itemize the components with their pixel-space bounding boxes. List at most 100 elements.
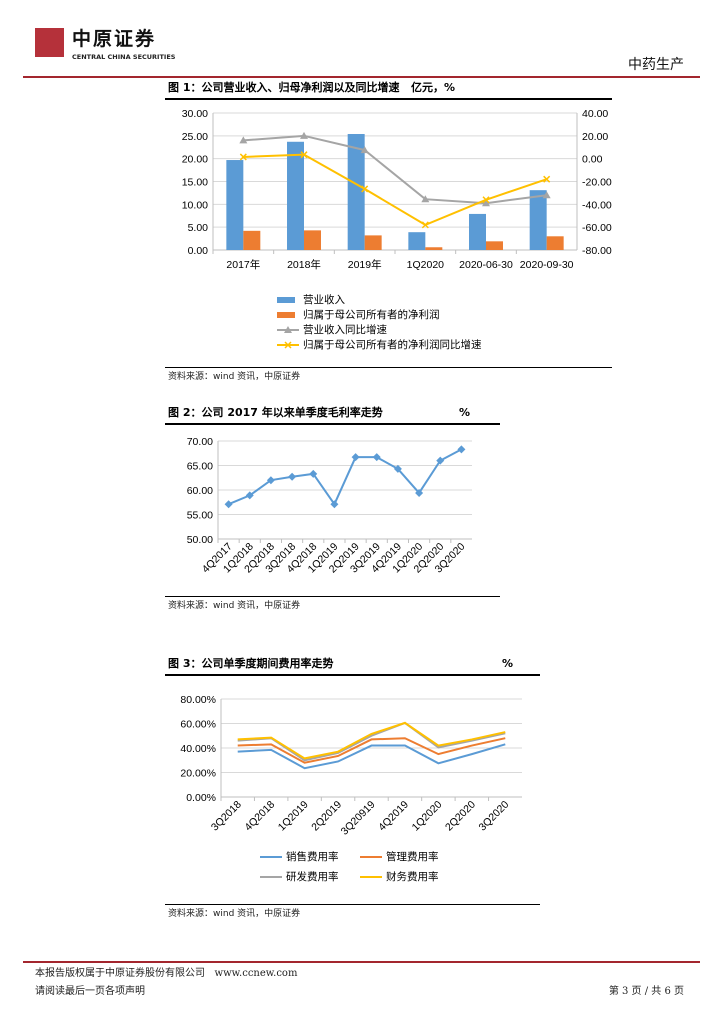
fig3-source: 资料来源：wind 资讯，中原证券 — [168, 909, 301, 919]
x-tick-label: 2018年 — [287, 258, 321, 271]
y-tick-label: 5.00 — [188, 222, 209, 234]
fig2-rule — [165, 423, 500, 425]
x-tick-label: 4Q2018 — [242, 799, 277, 834]
x-tick-label: 3Q20919 — [339, 799, 378, 838]
series-line — [228, 448, 462, 507]
marker-triangle — [482, 199, 490, 207]
x-tick-label: 1Q2020 — [410, 799, 445, 834]
header-divider — [23, 76, 700, 78]
y-tick-label: 60.00% — [180, 719, 216, 731]
y-tick-label: 30.00 — [182, 108, 208, 120]
bar — [408, 232, 426, 250]
marker-triangle — [300, 131, 308, 139]
series-line — [237, 743, 506, 770]
bar — [226, 160, 244, 250]
x-tick-label: 1Q2020 — [407, 259, 445, 271]
y2-tick-label: 20.00 — [582, 131, 608, 143]
fig3-bottom-rule — [165, 904, 540, 905]
y-tick-label: 40.00% — [180, 743, 216, 755]
legend-swatch — [277, 312, 295, 318]
legend-label: 营业收入 — [303, 293, 345, 306]
footer-copyright: 本报告版权属于中原证券股份有限公司 www.ccnew.com — [35, 968, 298, 979]
fig2-bottom-rule — [165, 596, 500, 597]
marker-diamond — [224, 500, 233, 509]
y-tick-label: 80.00% — [180, 694, 216, 706]
y-tick-label: 70.00 — [187, 436, 213, 448]
marker-triangle — [542, 191, 551, 199]
marker-triangle — [421, 195, 430, 203]
legend-swatch — [277, 297, 295, 303]
y-tick-label: 15.00 — [182, 177, 208, 189]
y-tick-label: 55.00 — [187, 510, 213, 522]
bar — [304, 230, 321, 250]
bar — [486, 241, 503, 250]
marker-x — [239, 153, 247, 161]
marker-diamond — [393, 464, 402, 473]
marker-triangle — [284, 326, 292, 333]
bar — [529, 190, 547, 250]
logo-cn: 中原证券 — [72, 28, 157, 50]
marker-diamond — [436, 456, 445, 465]
x-tick-label: 3Q2020 — [476, 799, 511, 834]
marker-diamond — [415, 488, 424, 497]
series-line — [243, 134, 547, 205]
y2-tick-label: 40.00 — [582, 108, 608, 120]
footer-url[interactable]: www.ccnew.com — [214, 968, 298, 979]
x-tick-label: 2020-09-30 — [520, 259, 574, 271]
logo-icon — [35, 28, 64, 57]
marker-diamond — [288, 472, 297, 481]
fig2-title: 图 2：公司 2017 年以来单季度毛利率走势% — [168, 406, 470, 419]
marker-x — [482, 196, 490, 204]
fig1-bottom-rule — [165, 367, 612, 368]
logo-en: CENTRAL CHINA SECURITIES — [72, 53, 176, 61]
series-line — [237, 721, 506, 760]
y-tick-label: 60.00 — [187, 485, 213, 497]
x-tick-label: 2Q2020 — [443, 799, 478, 834]
marker-x — [421, 221, 429, 229]
marker-diamond — [245, 491, 254, 500]
legend-label: 归属于母公司所有者的净利润同比增速 — [303, 338, 482, 351]
x-tick-label: 1Q2019 — [276, 799, 311, 834]
y2-tick-label: -60.00 — [582, 222, 612, 234]
series-line — [237, 737, 506, 764]
section-title: 中药生产 — [628, 57, 684, 73]
legend-label: 归属于母公司所有者的净利润 — [303, 308, 440, 321]
y-tick-label: 0.00% — [186, 792, 216, 804]
legend-label: 营业收入同比增速 — [303, 323, 387, 336]
y-tick-label: 20.00 — [182, 154, 208, 166]
marker-x — [284, 341, 292, 349]
fig1-title: 图 1：公司营业收入、归母净利润以及同比增速 亿元，% — [168, 81, 456, 94]
fig2-source: 资料来源：wind 资讯，中原证券 — [168, 601, 301, 611]
fig3-chart: 0.00%20.00%40.00%60.00%80.00%3Q20184Q201… — [180, 694, 522, 883]
y-tick-label: 10.00 — [182, 199, 208, 211]
marker-triangle — [239, 136, 248, 144]
y-tick-label: 0.00 — [188, 245, 209, 257]
fig3-rule — [165, 674, 540, 676]
x-tick-label: 2020-06-30 — [459, 259, 513, 271]
marker-x — [361, 185, 369, 193]
y-tick-label: 65.00 — [187, 461, 213, 473]
y-tick-label: 20.00% — [180, 768, 216, 780]
fig2-chart: 50.0055.0060.0065.0070.004Q20171Q20182Q2… — [187, 436, 472, 576]
y2-tick-label: -40.00 — [582, 199, 612, 211]
bar — [347, 134, 365, 250]
bar — [287, 141, 304, 250]
footer-divider — [23, 961, 700, 963]
legend-label: 销售费用率 — [286, 850, 339, 863]
marker-triangle — [360, 146, 369, 154]
fig1-chart: 0.00 5.00 10.00 15.00 20.00 25.00 30.00 -80.00 -… — [182, 108, 612, 351]
bar — [364, 235, 382, 250]
x-tick-label: 2019年 — [348, 258, 382, 271]
bar — [546, 236, 564, 250]
fig3-title: 图 3：公司单季度期间费用率走势% — [168, 657, 513, 670]
marker-diamond — [457, 445, 466, 454]
marker-x — [300, 151, 308, 159]
marker-diamond — [330, 500, 339, 509]
x-tick-label: 2017年 — [226, 258, 260, 271]
legend-label: 研发费用率 — [286, 870, 339, 883]
footer-notice: 请阅读最后一页各项声明 — [35, 986, 145, 997]
fig1-source: 资料来源：wind 资讯，中原证券 — [168, 372, 301, 382]
legend-label: 财务费用率 — [386, 870, 439, 883]
marker-diamond — [351, 453, 360, 462]
